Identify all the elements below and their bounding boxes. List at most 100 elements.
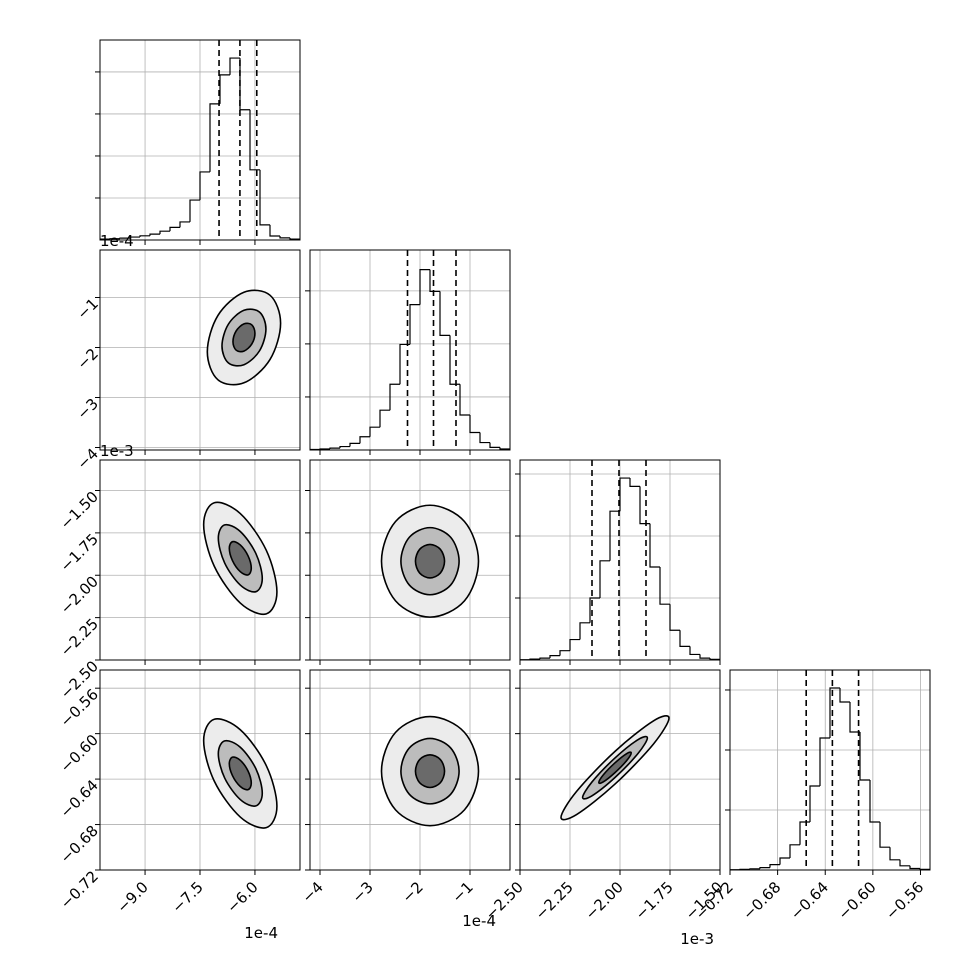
histogram-step [419, 269, 430, 305]
histogram-step [399, 343, 410, 385]
histogram-step [579, 622, 590, 640]
histogram-step [669, 604, 680, 631]
histogram-step [209, 103, 220, 172]
histogram-step [619, 477, 630, 512]
histogram-step [359, 436, 370, 444]
histogram-step [439, 291, 450, 337]
histogram-step [609, 510, 620, 561]
histogram-step [259, 169, 270, 226]
y-offset-label: 1e-3 [100, 442, 134, 460]
panel [310, 250, 510, 450]
panel-frame [99, 249, 301, 451]
histogram-step [569, 638, 580, 651]
histogram-step [409, 304, 420, 345]
x-offset-label: 1e-4 [244, 924, 278, 942]
histogram-step [149, 233, 160, 236]
histogram-step [189, 199, 200, 222]
histogram-step [549, 655, 560, 659]
histogram-step [889, 847, 900, 861]
histogram-step [829, 687, 840, 738]
contour [228, 756, 253, 791]
histogram-step [179, 221, 190, 228]
histogram-step [529, 658, 540, 660]
panel-frame [99, 39, 301, 241]
panel-frame [99, 669, 301, 871]
histogram-step [469, 414, 480, 434]
histogram-step [159, 230, 170, 235]
panel [100, 670, 300, 870]
histogram-step [129, 236, 140, 239]
histogram-step [369, 426, 380, 437]
histogram-step [629, 478, 640, 488]
histogram-step [689, 646, 700, 656]
histogram-step [499, 447, 510, 450]
histogram-step [219, 74, 230, 104]
histogram-step [429, 269, 440, 292]
histogram-step [539, 657, 550, 660]
histogram-step [279, 236, 290, 239]
panel [520, 670, 720, 870]
histogram-step [459, 384, 470, 416]
x-offset-label: 1e-3 [680, 930, 714, 948]
histogram-step [339, 445, 350, 449]
histogram-step [269, 224, 280, 237]
x-offset-label: 1e-4 [462, 912, 496, 930]
histogram-step [649, 523, 660, 568]
histogram-step [849, 701, 860, 733]
panel [520, 460, 720, 660]
histogram-step [559, 650, 570, 656]
histogram-step [759, 867, 770, 869]
histogram-step [779, 857, 790, 865]
panel-frame [729, 669, 931, 871]
histogram-step [599, 560, 610, 599]
histogram-step [349, 442, 360, 447]
histogram-step [169, 226, 180, 232]
histogram-step [899, 859, 910, 867]
contour [414, 753, 446, 789]
histogram-step [479, 432, 490, 444]
contour [228, 540, 253, 576]
histogram-step [289, 237, 300, 240]
histogram-step [749, 868, 760, 870]
histogram-step [769, 863, 780, 868]
panel [100, 40, 300, 240]
histogram-step [809, 785, 820, 822]
histogram-step [919, 868, 930, 870]
panel [100, 250, 300, 450]
panel [310, 460, 510, 660]
histogram-step [839, 688, 850, 703]
contour [597, 751, 633, 785]
histogram-step [589, 597, 600, 623]
histogram-step [859, 731, 870, 781]
panel [100, 460, 300, 660]
histogram-step [119, 237, 130, 239]
histogram-step [310, 448, 320, 450]
histogram-step [879, 821, 890, 848]
histogram-step [789, 844, 800, 858]
contour [414, 543, 446, 579]
contour [232, 322, 256, 353]
histogram-step [909, 865, 920, 870]
histogram-step [100, 238, 110, 240]
histogram-step [489, 442, 500, 448]
histogram-step [319, 448, 330, 450]
histogram-step [659, 567, 670, 605]
y-offset-label: 1e-4 [100, 232, 134, 250]
histogram-step [199, 171, 210, 201]
panel-frame [309, 459, 511, 661]
histogram-step [389, 383, 400, 411]
histogram-step [699, 654, 710, 659]
panel-frame [309, 249, 511, 451]
histogram-step [249, 109, 260, 171]
histogram-step [329, 447, 340, 449]
histogram-step [679, 630, 690, 647]
histogram-step [819, 737, 830, 786]
histogram-step [709, 658, 720, 660]
panel-frame [519, 459, 721, 661]
histogram-step [229, 57, 240, 75]
panel-frame [519, 669, 721, 871]
histogram-step [139, 235, 150, 238]
panel [310, 670, 510, 870]
